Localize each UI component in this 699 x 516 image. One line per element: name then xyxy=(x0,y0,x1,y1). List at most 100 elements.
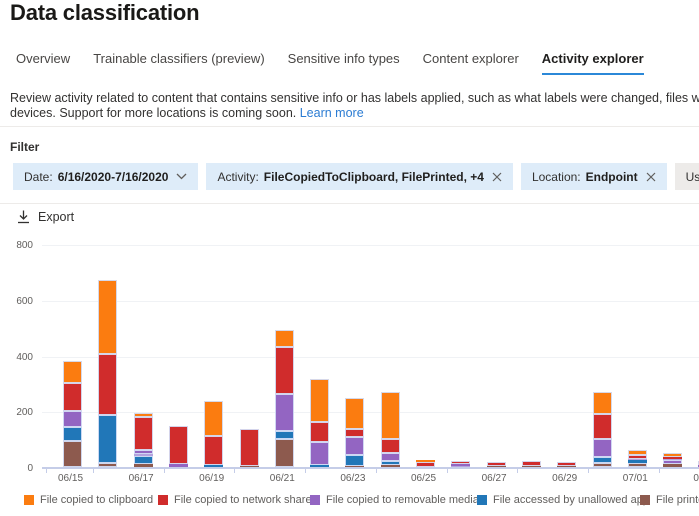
bar-segment-removable[interactable] xyxy=(380,453,400,462)
legend-item-network[interactable]: File copied to network share xyxy=(158,494,312,506)
bar-segment-printed[interactable] xyxy=(521,465,541,467)
bar-segment-printed[interactable] xyxy=(345,465,365,467)
bar-segment-network[interactable] xyxy=(451,461,471,465)
close-icon[interactable] xyxy=(492,172,502,182)
tab-trainable-classifiers[interactable]: Trainable classifiers (preview) xyxy=(93,51,265,66)
bar-segment-network[interactable] xyxy=(416,461,435,467)
bar-segment-printed[interactable] xyxy=(133,464,153,467)
bar-segment-removable[interactable] xyxy=(310,442,330,465)
filter-chip-row: Date: 6/16/2020-7/16/2020 Activity: File… xyxy=(13,163,699,190)
bar-segment-removable[interactable] xyxy=(133,449,153,455)
bar-segment-removable[interactable] xyxy=(663,460,683,465)
bar-segment-clipboard[interactable] xyxy=(380,391,400,439)
bar-segment-network[interactable] xyxy=(557,461,577,466)
bar-segment-removable[interactable] xyxy=(451,464,471,466)
x-axis-date-label: 07/01 xyxy=(622,473,648,484)
chevron-down-icon[interactable] xyxy=(176,173,187,180)
legend-item-unallowed[interactable]: File accessed by unallowed app xyxy=(477,494,649,506)
bar-segment-network[interactable] xyxy=(663,456,683,460)
filter-chip-date[interactable]: Date: 6/16/2020-7/16/2020 xyxy=(13,163,199,190)
bar-segment-removable[interactable] xyxy=(345,437,365,456)
bar-segment-unallowed[interactable] xyxy=(310,464,330,467)
legend-swatch-icon xyxy=(310,495,320,505)
bar-segment-unallowed[interactable] xyxy=(204,464,224,467)
x-axis-tick xyxy=(234,467,236,473)
bar-segment-clipboard[interactable] xyxy=(133,412,153,417)
legend-swatch-icon xyxy=(640,495,650,505)
x-axis-tick xyxy=(93,467,94,473)
export-button[interactable]: Export xyxy=(17,210,74,224)
bar-segment-network[interactable] xyxy=(239,428,259,466)
bar-segment-network[interactable] xyxy=(204,436,224,465)
filter-chip-activity[interactable]: Activity: FileCopiedToClipboard, FilePri… xyxy=(206,163,513,190)
bar-segment-unallowed[interactable] xyxy=(345,455,365,466)
bar-segment-clipboard[interactable] xyxy=(204,401,224,437)
x-axis-date-label: 06/19 xyxy=(199,473,225,484)
bar-segment-lavender[interactable] xyxy=(627,458,647,461)
bar-segment-lavender[interactable] xyxy=(451,465,471,467)
gridline xyxy=(42,356,699,358)
bar-segment-printed[interactable] xyxy=(486,465,506,467)
bar-segment-printed[interactable] xyxy=(380,464,400,467)
bar-segment-unallowed[interactable] xyxy=(274,431,294,440)
bar-segment-network[interactable] xyxy=(133,416,153,450)
bar-segment-removable[interactable] xyxy=(168,464,188,467)
bar-segment-lavender[interactable] xyxy=(133,454,153,457)
bar-segment-network[interactable] xyxy=(310,421,330,443)
bar-segment-printed[interactable] xyxy=(663,464,683,467)
bar-segment-clipboard[interactable] xyxy=(274,329,294,348)
bar-segment-printed[interactable] xyxy=(557,466,577,467)
bar-segment-printed[interactable] xyxy=(627,462,647,467)
legend-item-printed[interactable]: File printed xyxy=(640,494,699,506)
bar-segment-printed[interactable] xyxy=(239,465,259,467)
learn-more-link[interactable]: Learn more xyxy=(299,106,364,120)
bar-segment-network[interactable] xyxy=(63,383,82,412)
bar-segment-clipboard[interactable] xyxy=(310,379,330,422)
tab-content-explorer[interactable]: Content explorer xyxy=(422,51,519,66)
bar-segment-clipboard[interactable] xyxy=(416,460,435,462)
legend-item-clipboard[interactable]: File copied to clipboard xyxy=(24,494,153,506)
close-icon[interactable] xyxy=(646,172,656,182)
bar-segment-clipboard[interactable] xyxy=(627,449,647,456)
legend-item-removable[interactable]: File copied to removable media xyxy=(310,494,479,506)
tab-sensitive-info-types[interactable]: Sensitive info types xyxy=(287,51,400,66)
bar-segment-clipboard[interactable] xyxy=(63,361,82,384)
legend-swatch-icon xyxy=(158,495,168,505)
bar-segment-removable[interactable] xyxy=(274,393,294,432)
bar-segment-network[interactable] xyxy=(521,460,541,466)
bar-segment-printed[interactable] xyxy=(98,463,118,467)
gridline xyxy=(42,300,699,302)
bar-segment-clipboard[interactable] xyxy=(663,453,683,457)
bar-segment-unallowed[interactable] xyxy=(63,427,82,441)
bar-segment-network[interactable] xyxy=(98,353,118,416)
bar-segment-network[interactable] xyxy=(486,461,506,466)
bar-segment-unallowed[interactable] xyxy=(627,460,647,463)
bar-segment-lavender[interactable] xyxy=(663,459,683,461)
tab-overview[interactable]: Overview xyxy=(16,51,71,66)
filter-chip-user[interactable]: User: Any xyxy=(674,163,699,190)
bar-segment-printed[interactable] xyxy=(274,439,294,467)
bar-segment-removable[interactable] xyxy=(592,439,612,457)
bar-segment-network[interactable] xyxy=(345,429,365,438)
bar-segment-unallowed[interactable] xyxy=(98,415,118,464)
tab-activity-explorer[interactable]: Activity explorer xyxy=(541,51,644,75)
bar-segment-network[interactable] xyxy=(380,438,400,454)
bar-segment-unallowed[interactable] xyxy=(380,461,400,465)
bar-segment-clipboard[interactable] xyxy=(345,398,365,430)
legend-label: File accessed by unallowed app xyxy=(493,494,649,506)
bar-segment-network[interactable] xyxy=(168,425,188,465)
bar-segment-printed[interactable] xyxy=(63,440,82,467)
bar-segment-network[interactable] xyxy=(274,347,294,394)
bar-segment-printed[interactable] xyxy=(592,463,612,467)
bar-segment-unallowed[interactable] xyxy=(592,456,612,464)
bar-segment-network[interactable] xyxy=(592,414,612,440)
x-axis-date-label: 06/21 xyxy=(269,473,295,484)
y-axis-tick-label: 200 xyxy=(16,407,33,419)
bar-segment-network[interactable] xyxy=(627,455,647,459)
bar-segment-unallowed[interactable] xyxy=(133,456,153,465)
bar-segment-clipboard[interactable] xyxy=(98,279,118,354)
bar-segment-clipboard[interactable] xyxy=(592,392,612,415)
x-axis-date-label: 06/15 xyxy=(57,473,84,484)
filter-chip-location[interactable]: Location: Endpoint xyxy=(520,163,667,190)
bar-segment-removable[interactable] xyxy=(63,411,82,428)
